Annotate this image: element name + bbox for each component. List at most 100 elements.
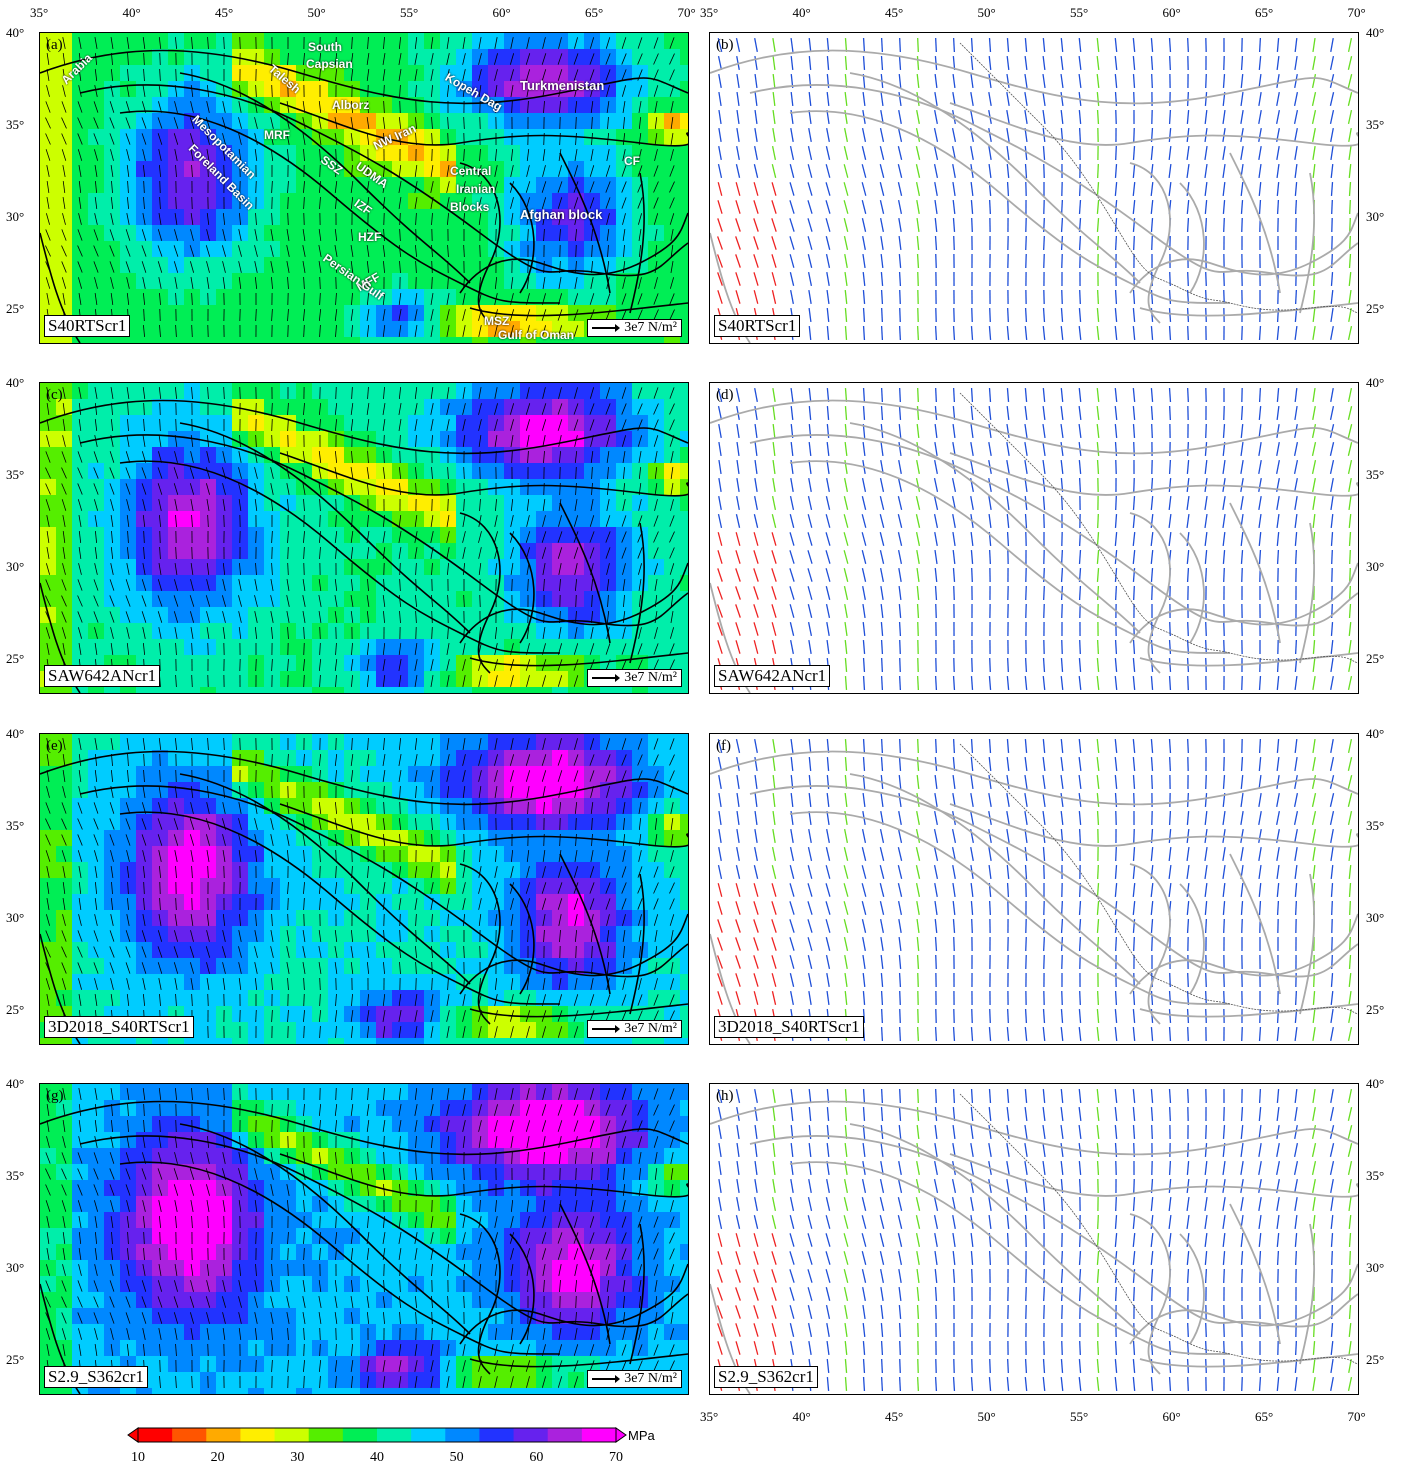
stress-vector: [1096, 199, 1100, 215]
stress-vector: [1186, 567, 1190, 583]
stress-tick: [431, 466, 433, 480]
stress-vector: [735, 236, 741, 250]
stress-vector: [1061, 495, 1063, 511]
stress-vector: [916, 253, 920, 269]
stress-tick: [271, 276, 273, 290]
stress-vector: [880, 639, 884, 655]
stress-vector: [861, 568, 867, 582]
stress-tick: [141, 579, 147, 591]
stress-vector: [1060, 459, 1064, 475]
stress-tick: [62, 563, 66, 575]
stress-cell: [616, 878, 632, 894]
stress-vector: [1150, 531, 1154, 547]
stress-cell: [600, 894, 616, 910]
stress-cell: [616, 177, 632, 193]
stress-vector: [898, 235, 902, 251]
stress-cell: [680, 671, 688, 687]
stress-tick: [495, 450, 497, 464]
stress-tick: [174, 213, 178, 225]
stress-tick: [398, 309, 402, 321]
stress-tick: [350, 595, 354, 607]
stress-vector: [898, 585, 902, 601]
stress-tick: [414, 197, 418, 209]
stress-tick: [446, 643, 450, 655]
stress-tick: [494, 626, 498, 640]
stress-tick: [653, 515, 659, 527]
stress-tick: [637, 643, 643, 655]
stress-tick: [271, 530, 273, 544]
stress-tick: [61, 133, 67, 145]
stress-cell: [56, 910, 72, 926]
stress-cell: [280, 591, 296, 607]
stress-cell: [136, 463, 152, 479]
stress-tick: [575, 244, 577, 258]
stress-cell: [440, 527, 456, 543]
stress-tick: [510, 547, 514, 559]
stress-cell: [536, 687, 552, 693]
stress-cell: [568, 750, 584, 766]
stress-tick: [494, 403, 498, 415]
stress-vector: [1348, 531, 1352, 547]
stress-tick: [173, 117, 179, 129]
stress-tick: [191, 36, 193, 50]
stress-tick: [573, 293, 579, 305]
stress-vector: [1204, 531, 1208, 547]
stress-tick: [589, 387, 595, 399]
stress-tick: [141, 261, 147, 273]
stress-cell: [200, 926, 216, 942]
stress-vector: [880, 603, 884, 619]
stress-vector: [1096, 387, 1100, 403]
stress-tick: [351, 642, 353, 656]
stress-tick: [589, 69, 595, 81]
stress-cell: [600, 543, 616, 559]
stress-cell: [40, 225, 56, 241]
stress-vector-canvas: [710, 387, 1358, 693]
stress-cell: [264, 241, 280, 257]
stress-cell: [664, 399, 680, 415]
stress-cell: [456, 750, 472, 766]
stress-vector: [1240, 109, 1244, 125]
stress-tick: [621, 531, 627, 543]
stress-tick: [78, 387, 82, 399]
stress-vector: [754, 496, 758, 510]
stress-tick: [366, 482, 370, 496]
stress-tick: [526, 387, 530, 399]
stress-cell: [680, 814, 688, 830]
stress-cell: [152, 463, 168, 479]
stress-cell: [88, 607, 104, 623]
stress-vector: [861, 532, 867, 546]
stress-vector: [915, 496, 921, 510]
stress-tick: [173, 483, 179, 495]
stress-vector: [1258, 495, 1262, 511]
stress-tick: [399, 228, 401, 242]
coastline: [959, 392, 1358, 664]
stress-tick: [575, 466, 577, 480]
stress-tick: [573, 69, 579, 81]
stress-vector: [1294, 289, 1298, 305]
stress-cell: [152, 575, 168, 591]
stress-cell: [72, 129, 88, 145]
stress-vector: [1187, 325, 1189, 341]
fault-line: [789, 110, 1231, 304]
stress-vector: [1258, 459, 1262, 475]
stress-tick: [157, 117, 163, 129]
stress-tick: [670, 133, 674, 145]
stress-tick: [589, 515, 595, 527]
stress-tick: [255, 308, 257, 322]
stress-tick: [350, 117, 354, 129]
stress-tick: [557, 197, 563, 209]
stress-vector: [1347, 424, 1353, 438]
stress-vector: [916, 441, 920, 457]
stress-vector: [753, 532, 759, 546]
stress-cell: [152, 113, 168, 129]
stress-cell: [664, 846, 680, 862]
stress-vector: [825, 164, 831, 178]
stress-tick: [238, 579, 242, 591]
stress-cell: [296, 337, 312, 343]
stress-vector: [970, 531, 974, 547]
stress-tick: [574, 85, 578, 97]
stress-tick: [462, 531, 466, 543]
stress-vector: [1258, 531, 1262, 547]
stress-cell: [456, 399, 472, 415]
stress-cell: [600, 559, 616, 575]
